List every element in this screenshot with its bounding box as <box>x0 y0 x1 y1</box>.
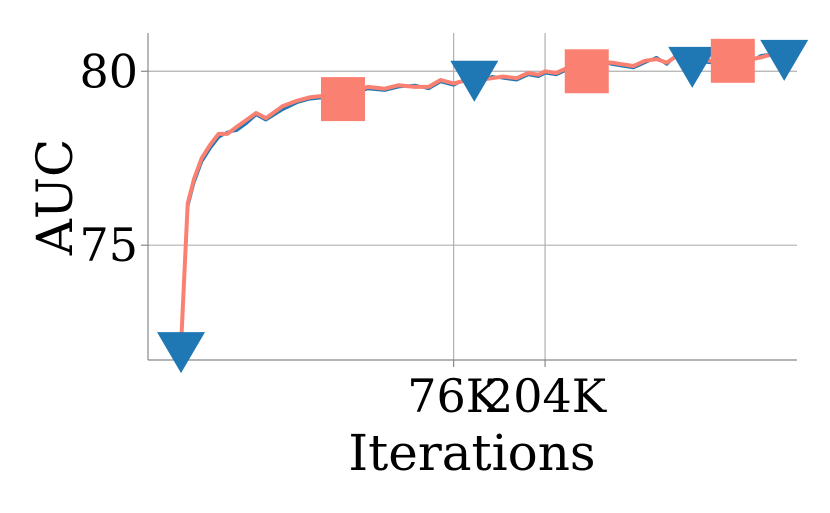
series-lines <box>179 48 787 349</box>
x-axis-label: Iterations <box>348 424 595 482</box>
series-marker-triangle <box>668 46 717 88</box>
y-tick-label: 75 <box>79 218 138 272</box>
series-line <box>179 48 786 348</box>
axes <box>147 33 797 361</box>
series-marker-square <box>564 49 609 94</box>
x-tick-label: 204K <box>484 369 608 423</box>
y-axis-label: AUC <box>26 139 84 257</box>
series-marker-square <box>320 77 365 122</box>
x-tick-label: 76K <box>407 369 502 423</box>
y-tick-label: 80 <box>79 44 138 98</box>
series-markers <box>157 38 809 374</box>
series-line <box>179 50 787 349</box>
series-marker-square <box>710 38 755 83</box>
series-marker-triangle <box>760 39 809 81</box>
series-marker-triangle <box>450 60 499 102</box>
series-marker-triangle <box>157 332 206 374</box>
